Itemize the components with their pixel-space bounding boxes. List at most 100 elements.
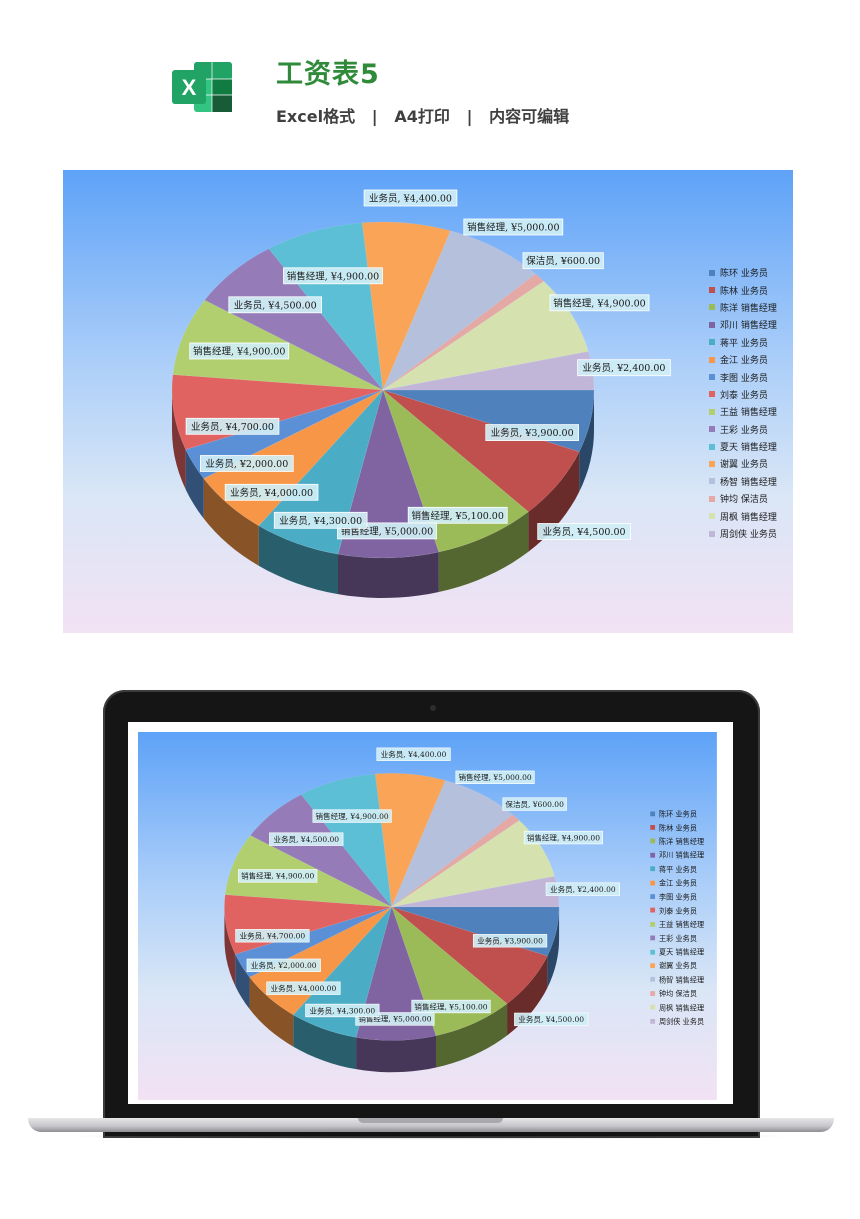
pie-chart-panel-preview: 业务员, ¥3,900.00 业务员, ¥4,500.00 销售经理, ¥5,100…: [138, 732, 717, 1101]
svg-text:保洁员, ¥600.00: 保洁员, ¥600.00: [526, 255, 600, 267]
legend-swatch: [650, 1004, 656, 1010]
legend-swatch: [709, 287, 715, 294]
svg-text:业务员, ¥4,300.00: 业务员, ¥4,300.00: [310, 1005, 376, 1015]
legend-swatch: [650, 921, 656, 927]
data-label-7: 业务员, ¥4,700.00: [185, 417, 280, 435]
legend-swatch: [650, 977, 656, 982]
legend-item: 邓川 销售经理: [650, 848, 704, 862]
data-label-7: 业务员, ¥4,700.00: [235, 929, 310, 943]
data-label-13: 保洁员, ¥600.00: [522, 252, 604, 270]
legend-item: 王彩 业务员: [650, 931, 704, 945]
data-label-6: 业务员, ¥2,000.00: [199, 455, 294, 472]
data-label-6: 业务员, ¥2,000.00: [246, 958, 321, 973]
legend-swatch: [650, 963, 656, 969]
pie-slice-14: [391, 820, 555, 908]
legend-label: 夏天 销售经理: [659, 949, 705, 958]
pie-slice-9: [204, 248, 384, 391]
legend-swatch: [709, 513, 715, 520]
data-label-15: 业务员, ¥2,400.00: [577, 359, 671, 377]
legend-item: 钟均 保洁员: [650, 986, 704, 1000]
legend-label: 王益 销售经理: [659, 921, 705, 930]
pie-side-6: [185, 449, 204, 519]
legend-swatch: [709, 391, 715, 398]
pie-slice-9: [250, 794, 392, 908]
svg-text:业务员, ¥2,000.00: 业务员, ¥2,000.00: [251, 960, 317, 970]
legend-swatch: [650, 825, 656, 830]
data-label-0: 业务员, ¥3,900.00: [472, 934, 548, 948]
legend-swatch: [650, 1018, 656, 1024]
data-label-11: 业务员, ¥4,400.00: [376, 747, 451, 761]
pie-top: [171, 221, 595, 559]
pie-side-2: [438, 511, 529, 592]
chart-legend-preview: 陈环 业务员 陈林 业务员 陈洋 销售经理 邓川 销售经理 蒋平 业务员 金江 业务员 李图…: [650, 807, 704, 1028]
pie-slice-11: [361, 221, 451, 391]
pie-side-7: [224, 906, 236, 987]
svg-text:保洁员, ¥600.00: 保洁员, ¥600.00: [505, 799, 564, 809]
legend-item: 杨智 销售经理: [650, 973, 704, 987]
pie-slice-12: [391, 780, 514, 908]
pie-slice-10: [268, 222, 384, 391]
pie-slice-13: [391, 814, 520, 908]
legend-item: 金江 业务员: [650, 876, 704, 890]
pie-slice-1: [391, 906, 548, 1004]
legend-swatch: [709, 530, 715, 537]
legend-label: 周枫 销售经理: [720, 512, 777, 523]
svg-text:销售经理, ¥5,000.00: 销售经理, ¥5,000.00: [358, 1014, 431, 1024]
legend-item: 金江 业务员: [709, 351, 777, 368]
pie-side-5: [249, 977, 294, 1047]
data-label-15: 业务员, ¥2,400.00: [545, 882, 620, 896]
laptop-screen: 业务员, ¥3,900.00 业务员, ¥4,500.00 销售经理, ¥5,100…: [128, 722, 733, 1104]
legend-item: 夏天 销售经理: [650, 945, 704, 959]
svg-text:业务员, ¥4,000.00: 业务员, ¥4,000.00: [271, 983, 337, 993]
legend-item: 陈环 业务员: [709, 264, 777, 281]
legend-swatch: [709, 495, 715, 502]
legend-swatch: [709, 374, 715, 381]
svg-text:业务员, ¥4,500.00: 业务员, ¥4,500.00: [234, 299, 317, 311]
svg-text:业务员, ¥4,500.00: 业务员, ¥4,500.00: [543, 526, 626, 538]
svg-text:业务员, ¥4,500.00: 业务员, ¥4,500.00: [273, 834, 339, 844]
svg-text:销售经理, ¥5,000.00: 销售经理, ¥5,000.00: [459, 772, 532, 782]
data-label-12: 销售经理, ¥5,000.00: [455, 770, 535, 784]
legend-label: 杨智 销售经理: [720, 477, 777, 488]
legend-label: 蒋平 业务员: [720, 338, 768, 349]
legend-swatch: [709, 478, 715, 485]
data-label-1: 业务员, ¥4,500.00: [537, 523, 631, 540]
chart-legend: 陈环 业务员 陈林 业务员 陈洋 销售经理 邓川 销售经理 蒋平 业务员 金江 业务员 李图…: [709, 264, 777, 542]
data-label-10: 销售经理, ¥4,900.00: [283, 267, 383, 285]
data-label-9: 业务员, ¥4,500.00: [228, 296, 323, 314]
data-labels: 业务员, ¥3,900.00 业务员, ¥4,500.00 销售经理, ¥5,100…: [235, 747, 620, 1027]
legend-swatch: [650, 866, 656, 872]
pie-side-5: [203, 478, 259, 566]
page-title: 工资表5: [276, 59, 380, 90]
legend-label: 刘泰 业务员: [659, 907, 697, 916]
legend-item: 周枫 销售经理: [709, 507, 777, 524]
legend-label: 邓川 销售经理: [720, 321, 777, 332]
pie-side-4: [258, 525, 338, 595]
page-subtitle: Excel格式 | A4打印 | 内容可编辑: [276, 107, 570, 126]
legend-item: 陈林 业务员: [709, 281, 777, 298]
legend-label: 陈林 业务员: [659, 824, 697, 833]
camera-icon: [430, 705, 436, 711]
pie-slice-12: [382, 230, 537, 391]
legend-item: 陈林 业务员: [650, 821, 704, 835]
legend-label: 邓川 销售经理: [659, 852, 705, 861]
svg-text:业务员, ¥4,000.00: 业务员, ¥4,000.00: [230, 487, 313, 499]
svg-text:业务员, ¥4,500.00: 业务员, ¥4,500.00: [518, 1014, 584, 1024]
legend-label: 金江 业务员: [659, 879, 697, 888]
legend-swatch: [650, 880, 656, 886]
svg-text:销售经理, ¥5,100.00: 销售经理, ¥5,100.00: [414, 1001, 487, 1011]
legend-swatch: [709, 356, 715, 363]
legend-label: 杨智 销售经理: [659, 976, 705, 985]
legend-label: 陈洋 销售经理: [659, 838, 705, 847]
laptop-notch: [358, 1118, 503, 1123]
pie-chart-panel: 业务员, ¥3,900.00 业务员, ¥4,500.00 销售经理, ¥5,100…: [63, 170, 793, 633]
legend-label: 李图 业务员: [659, 893, 697, 902]
legend-swatch: [709, 321, 715, 328]
data-label-10: 销售经理, ¥4,900.00: [312, 809, 392, 823]
pie-slice-11: [375, 773, 446, 908]
data-label-9: 业务员, ¥4,500.00: [269, 832, 344, 846]
pie-chart-preview: 业务员, ¥3,900.00 业务员, ¥4,500.00 销售经理, ¥5,100…: [224, 747, 620, 1073]
legend-item: 陈洋 销售经理: [709, 299, 777, 316]
legend-label: 谢翼 业务员: [659, 962, 697, 971]
pie-side-3: [356, 1035, 437, 1073]
